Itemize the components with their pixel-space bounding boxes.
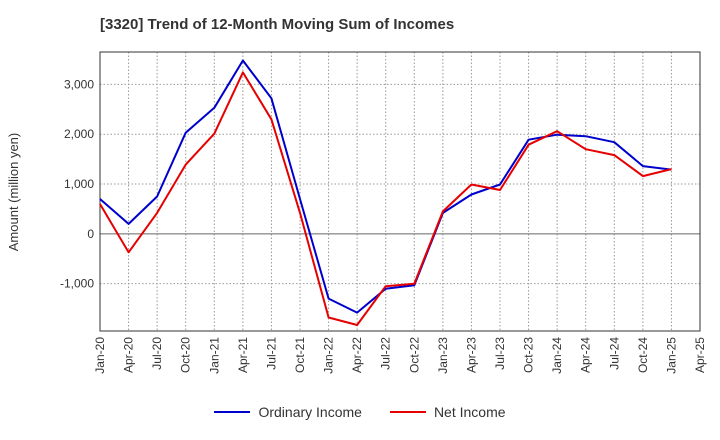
chart-title: [3320] Trend of 12-Month Moving Sum of I… [100,16,455,33]
series-line-ordinary-income [99,59,672,314]
x-tick-label: Oct-21 [293,337,307,373]
series [99,59,672,326]
x-tick-label: Jan-23 [436,337,450,374]
y-tick-label: 0 [87,227,94,241]
y-axis-label: Amount (million yen) [6,133,21,252]
x-tick-label: Apr-21 [236,337,250,373]
legend-swatch-ordinary-income [214,411,251,413]
y-tick-label: -1,000 [60,277,94,291]
x-tick-label: Jul-20 [150,337,164,370]
x-tick-label: Jan-22 [322,337,336,374]
x-tick-label: Oct-20 [179,337,193,373]
legend-item-ordinary-income[interactable]: Ordinary Income [214,404,362,420]
x-tick-label: Jul-23 [493,337,507,370]
y-tick-label: 2,000 [64,127,94,141]
x-tick-label: Oct-22 [407,337,421,373]
x-tick-label: Jan-20 [93,337,107,374]
x-tick-label: Jul-24 [607,337,621,370]
series-line-net-income [99,71,672,326]
x-tick-label: Apr-20 [122,337,136,373]
legend-item-net-income[interactable]: Net Income [389,404,506,420]
x-tick-label: Apr-23 [464,337,478,373]
x-tick-label: Oct-23 [522,337,536,373]
y-tick-label: 3,000 [64,77,94,91]
axes: -1,000 0 1,000 2,000 3,000 Jan-20 Apr-20 Jul-20… [60,51,707,374]
x-tick-label: Jan-25 [664,337,678,374]
x-tick-label: Apr-25 [693,337,707,373]
x-tick-label: Oct-24 [636,337,650,373]
y-tick-label: 1,000 [64,177,94,191]
legend-swatch-net-income [389,411,426,413]
x-tick-label: Jul-21 [264,337,278,370]
x-tick-label: Jul-22 [379,337,393,370]
x-tick-label: Jan-24 [550,337,564,374]
x-tick-label: Apr-24 [579,337,593,373]
legend: Ordinary Income Net Income [0,404,720,420]
grid [99,52,701,331]
x-tick-label: Jan-21 [207,337,221,374]
x-tick-label: Apr-22 [350,337,364,373]
legend-label-net-income: Net Income [433,404,506,420]
legend-label-ordinary-income: Ordinary Income [258,404,362,420]
plot-frame [99,51,701,332]
